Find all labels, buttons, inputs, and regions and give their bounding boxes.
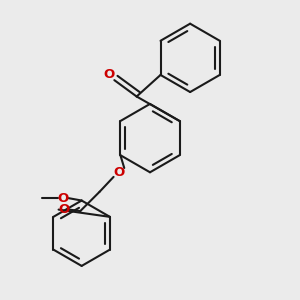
Text: O: O xyxy=(58,192,69,205)
Text: O: O xyxy=(58,203,70,216)
Text: O: O xyxy=(113,166,124,179)
Text: O: O xyxy=(103,68,115,81)
